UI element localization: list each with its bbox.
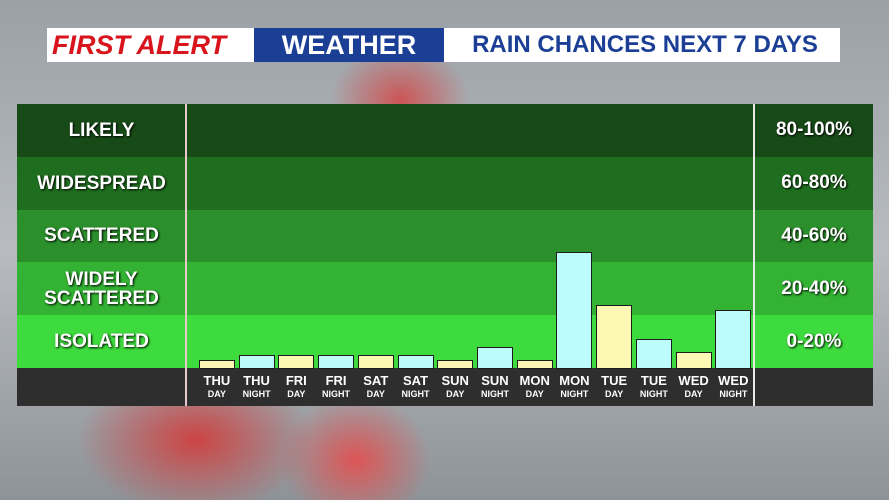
- x-tick-period: NIGHT: [719, 389, 748, 399]
- bar: [476, 346, 513, 369]
- band-range: 0-20%: [786, 330, 842, 352]
- x-tick-label: FRI: [325, 373, 347, 388]
- bar: [516, 360, 553, 369]
- bar: [556, 251, 593, 369]
- x-tick-label: WED: [678, 373, 709, 388]
- x-tick-period: DAY: [207, 389, 226, 399]
- band-range: 60-80%: [781, 172, 847, 194]
- bar: [357, 354, 394, 369]
- band-label: SCATTERED: [44, 225, 159, 247]
- bar: [635, 338, 672, 369]
- brand-first-alert: FIRST ALERT: [52, 30, 226, 60]
- x-tick-period: NIGHT: [242, 389, 271, 399]
- bar: [397, 354, 434, 369]
- bar: [278, 354, 315, 369]
- x-tick-label: TUE: [601, 373, 628, 388]
- bar: [715, 309, 752, 369]
- bar: [596, 304, 633, 369]
- x-tick-period: NIGHT: [322, 389, 351, 399]
- band: WIDELY SCATTERED 20-40%: [17, 262, 873, 316]
- band-range: 40-60%: [781, 224, 847, 246]
- x-tick-period: DAY: [605, 389, 624, 399]
- x-tick-label: MON: [559, 373, 590, 388]
- x-tick-label: MON: [519, 373, 550, 388]
- x-tick-period: NIGHT: [480, 389, 509, 399]
- x-tick-period: DAY: [525, 389, 544, 399]
- brand-weather: WEATHER: [254, 28, 444, 62]
- band-label: LIKELY: [68, 119, 135, 141]
- x-tick-label: TUE: [640, 373, 667, 388]
- band-label: ISOLATED: [54, 331, 149, 353]
- bar: [675, 352, 712, 369]
- x-tick-period: NIGHT: [560, 389, 589, 399]
- separator: [753, 104, 755, 406]
- chart-title: RAIN CHANCES NEXT 7 DAYS: [472, 31, 818, 58]
- x-tick-label: SUN: [441, 373, 469, 388]
- x-tick-period: NIGHT: [639, 389, 668, 399]
- band: LIKELY 80-100%: [17, 104, 873, 157]
- x-tick-label: THU: [203, 373, 231, 388]
- band: WIDESPREAD 60-80%: [17, 156, 873, 210]
- x-tick-label: FRI: [285, 373, 307, 388]
- x-tick-period: DAY: [684, 389, 703, 399]
- label-row: [17, 368, 873, 406]
- x-tick-label: SUN: [481, 373, 509, 388]
- separator: [185, 104, 187, 406]
- x-tick-label: THU: [243, 373, 270, 388]
- band-label: WIDESPREAD: [37, 172, 166, 194]
- bar: [238, 354, 275, 369]
- band: SCATTERED 40-60%: [17, 209, 873, 263]
- x-tick-period: DAY: [287, 389, 306, 399]
- bar: [198, 360, 235, 369]
- x-tick-period: DAY: [446, 389, 465, 399]
- band-range: 80-100%: [775, 119, 853, 141]
- band-label: WIDELY SCATTERED: [44, 268, 159, 309]
- x-tick-label: SAT: [402, 373, 429, 388]
- x-tick-label: SAT: [363, 373, 389, 388]
- bar: [437, 360, 474, 369]
- x-tick-period: NIGHT: [401, 389, 430, 399]
- x-tick-label: WED: [718, 373, 749, 388]
- band-range: 20-40%: [781, 277, 847, 299]
- x-tick-period: DAY: [366, 389, 385, 399]
- bar: [318, 354, 355, 369]
